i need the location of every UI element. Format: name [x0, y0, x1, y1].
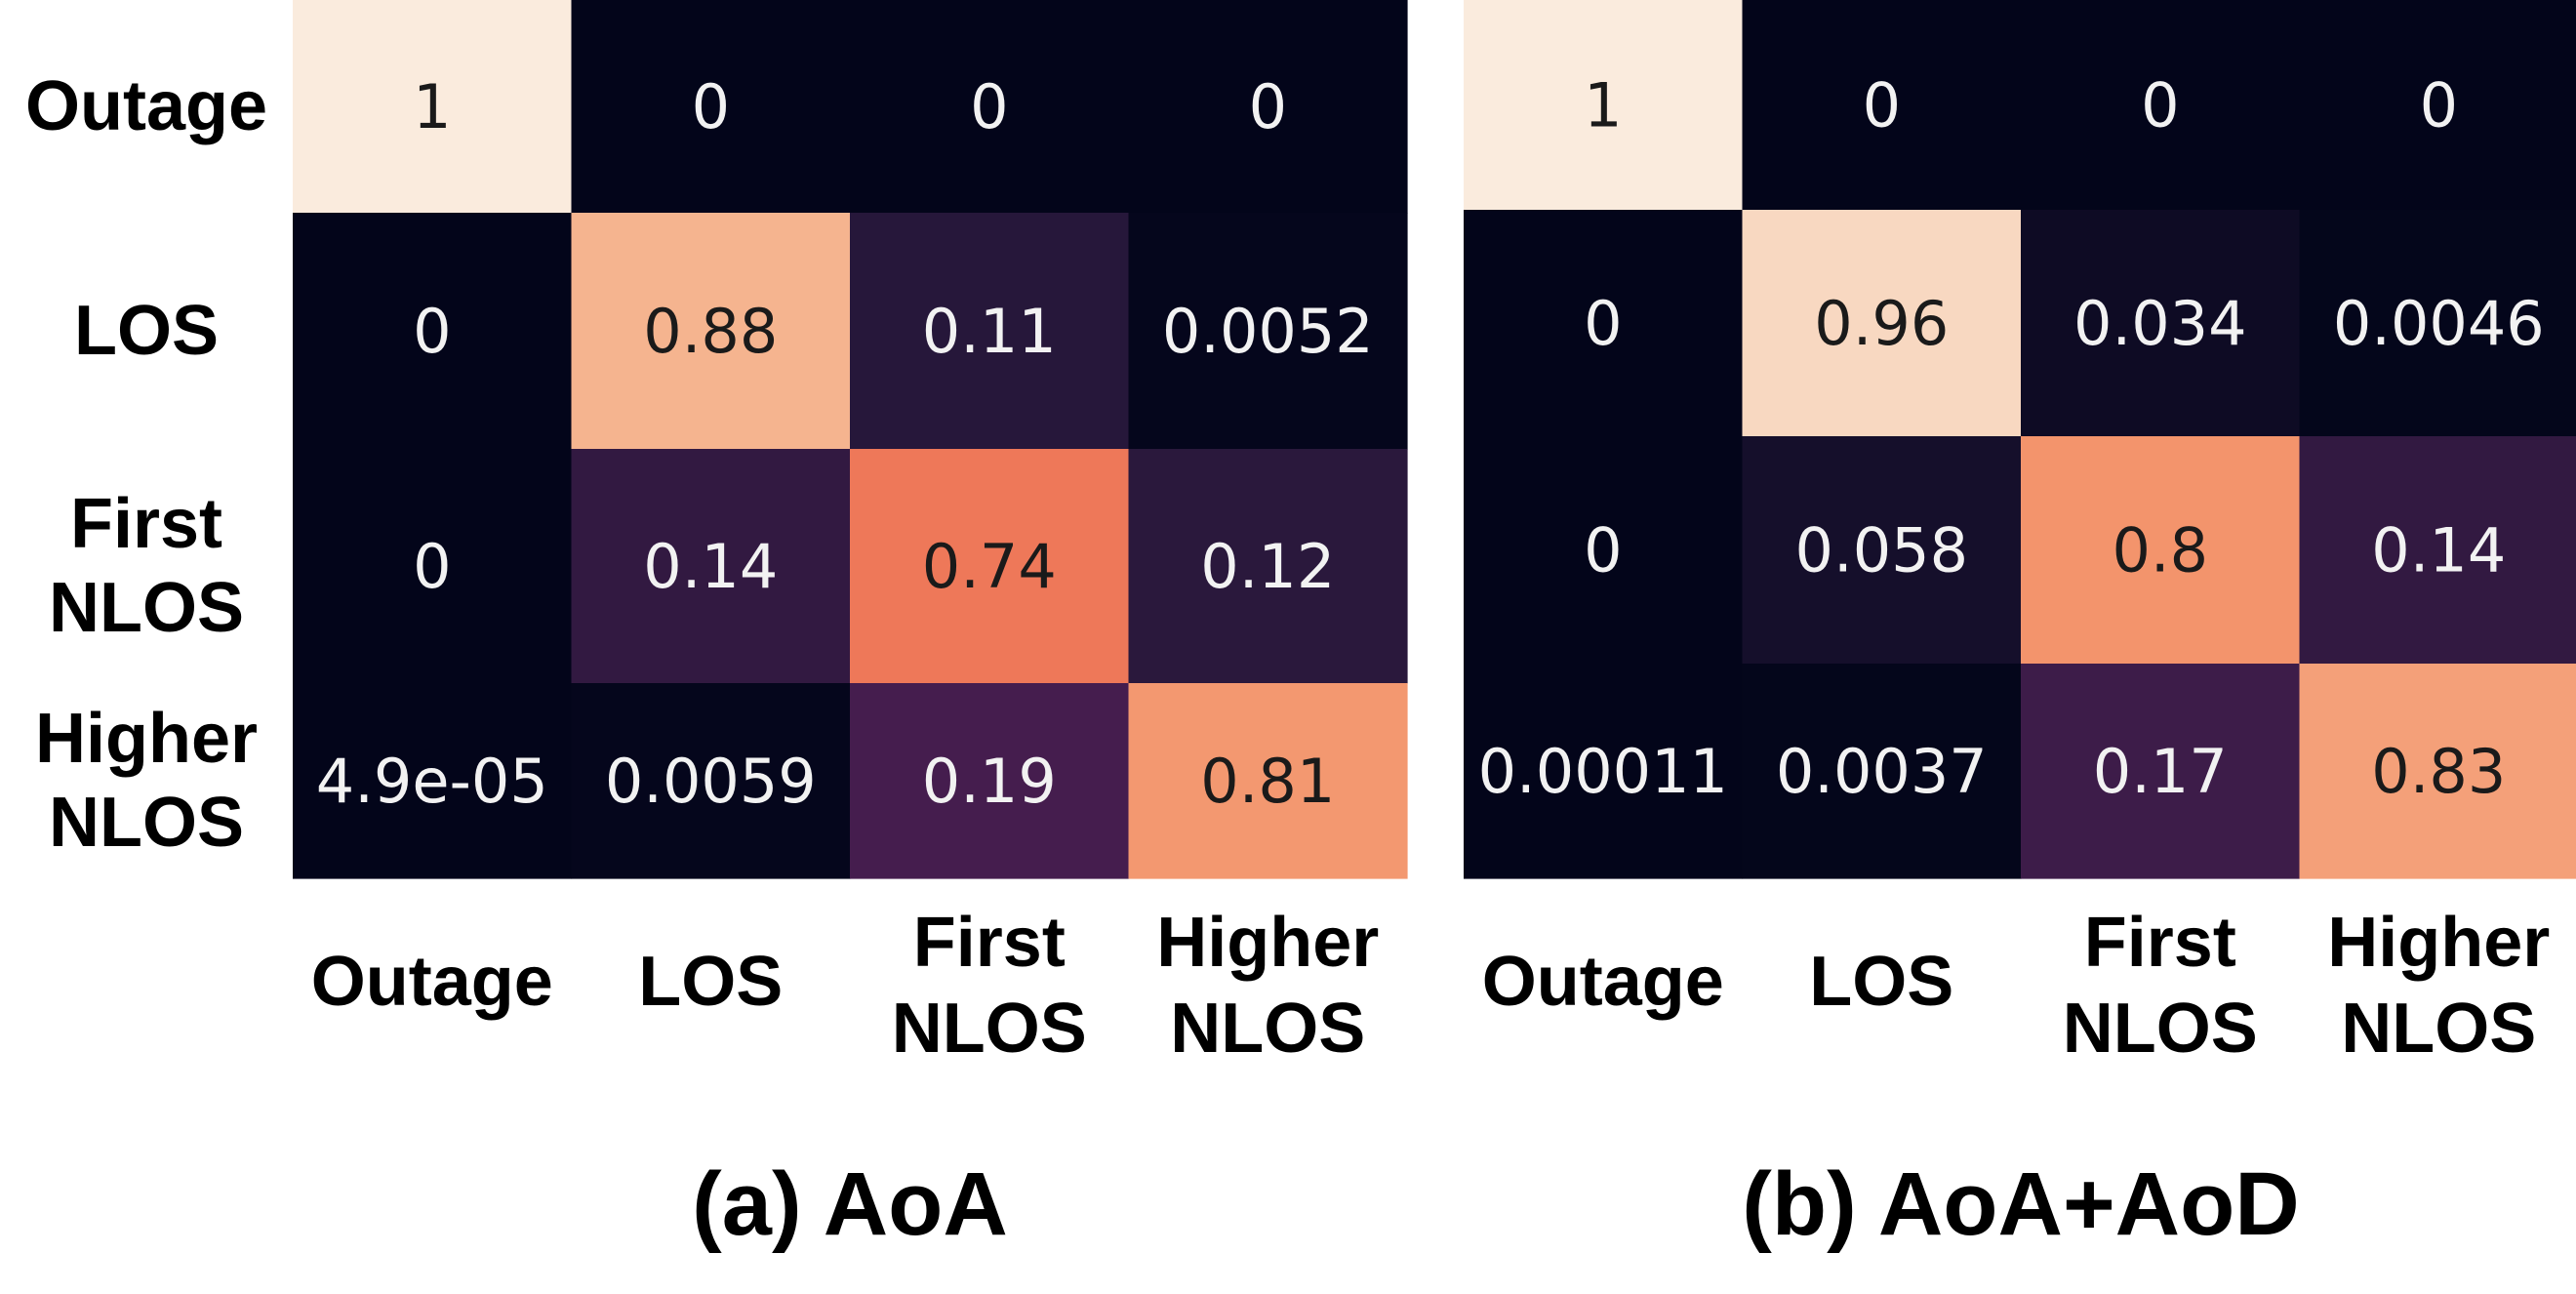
row-label-first-nlos: First: [70, 485, 222, 563]
heatmap-cell-r0-c0: [1464, 0, 1744, 211]
heatmap-cell-r0-c1: [1742, 0, 2022, 211]
panel-caption: (a) AoA: [692, 1154, 1008, 1254]
heatmap-cell-r2-c2: [850, 449, 1130, 684]
heatmap-cell-value: 0.96: [1814, 288, 1949, 359]
heatmap-cell-r1-c3: [2299, 210, 2576, 437]
heatmap-cell-r3-c2: [850, 683, 1130, 879]
heatmap-cell-r1-c3: [1128, 213, 1408, 450]
heatmap-cell-value: 1: [1584, 70, 1622, 142]
heatmap-cell-value: 0: [1584, 515, 1622, 586]
heatmap-cell-value: 0.14: [643, 531, 778, 602]
column-label-first-nlos: NLOS: [2063, 990, 2258, 1068]
column-label-first-nlos: First: [2084, 904, 2236, 982]
heatmap-cell-value: 0.058: [1795, 515, 1969, 586]
heatmap-cell-r2-c1: [1742, 436, 2022, 665]
column-label-los: LOS: [1809, 943, 1953, 1021]
heatmap-cell-r3-c0: [1464, 664, 1744, 879]
row-label-outage: Outage: [25, 67, 267, 145]
heatmap-cell-value: 0.11: [922, 296, 1057, 367]
row-label-los: LOS: [74, 292, 219, 370]
heatmap-cell-r2-c0: [1464, 436, 1744, 665]
row-label-higher-nlos: Higher: [35, 700, 258, 778]
heatmap-cell-r1-c0: [1464, 210, 1744, 437]
heatmap-cell-value: 0: [2420, 70, 2458, 142]
heatmap-cell-r2-c0: [293, 449, 573, 684]
heatmap-cell-r2-c3: [2299, 436, 2576, 665]
heatmap-cell-r1-c1: [571, 213, 851, 450]
heatmap-cell-r2-c1: [571, 449, 851, 684]
column-label-outage: Outage: [311, 943, 553, 1021]
heatmap-cell-value: 0.74: [922, 531, 1057, 602]
heatmap-cell-value: 0.12: [1200, 531, 1335, 602]
heatmap-cell-r0-c3: [2299, 0, 2576, 211]
heatmap-cell-r3-c3: [1128, 683, 1408, 879]
heatmap-cell-r3-c0: [293, 683, 573, 879]
heatmap-cell-r3-c1: [1742, 664, 2022, 879]
heatmap-cell-r1-c1: [1742, 210, 2022, 437]
heatmap-cell-value: 0: [1249, 71, 1287, 142]
column-label-higher-nlos: NLOS: [2341, 990, 2536, 1068]
column-label-higher-nlos: Higher: [1156, 904, 1379, 982]
heatmap-cell-value: 0.8: [2112, 515, 2208, 586]
column-label-higher-nlos: NLOS: [1170, 990, 1365, 1068]
column-label-outage: Outage: [1482, 943, 1724, 1021]
heatmap-cell-value: 0.0052: [1162, 296, 1374, 367]
heatmap-cell-value: 0.00011: [1478, 736, 1728, 807]
column-label-higher-nlos: Higher: [2327, 904, 2550, 982]
heatmap-cell-r0-c2: [850, 0, 1130, 214]
heatmap-cell-value: 0: [1863, 70, 1901, 142]
heatmap-cell-value: 0.0059: [605, 746, 817, 817]
heatmap-cell-r0-c2: [2021, 0, 2301, 211]
heatmap-cell-value: 0: [2141, 70, 2179, 142]
heatmap-cell-value: 0.034: [2073, 288, 2247, 359]
heatmap-cell-r2-c2: [2021, 436, 2301, 665]
heatmap-cell-value: 0: [970, 71, 1008, 142]
panel-caption: (b) AoA+AoD: [1742, 1154, 2300, 1254]
heatmap-cell-value: 0.19: [922, 746, 1057, 817]
column-label-first-nlos: First: [913, 904, 1066, 982]
heatmap-panel-aoa: 1 0 0 0 0 0.88 0.11 0.0052 0 0.14 0.74 0.12 4.9e-05 0…: [25, 0, 1408, 1254]
heatmap-cell-r0-c3: [1128, 0, 1408, 214]
heatmap-cell-value: 4.9e-05: [316, 746, 548, 817]
heatmap-cell-value: 0.81: [1200, 746, 1335, 817]
heatmap-cell-r3-c3: [2299, 664, 2576, 879]
heatmap-cell-r1-c2: [850, 213, 1130, 450]
heatmap-cell-r3-c2: [2021, 664, 2301, 879]
heatmap-cell-r1-c2: [2021, 210, 2301, 437]
heatmap-cell-value: 0.83: [2371, 736, 2506, 807]
column-label-los: LOS: [638, 943, 783, 1021]
heatmap-cell-value: 0.14: [2371, 515, 2506, 586]
heatmap-cell-value: 0: [1584, 288, 1622, 359]
heatmap-cell-value: 0: [413, 531, 451, 602]
heatmap-cell-value: 0.17: [2093, 736, 2228, 807]
heatmap-cell-value: 0.0046: [2333, 288, 2545, 359]
heatmap-panel-aoa-aod: 1 0 0 0 0 0.96 0.034 0.0046 0 0.058 0.8 0.14 0.00011…: [1464, 0, 2576, 1254]
heatmap-cell-r1-c0: [293, 213, 573, 450]
heatmap-cell-value: 1: [413, 71, 451, 142]
heatmap-cell-r0-c1: [571, 0, 851, 214]
heatmap-cell-value: 0.88: [643, 296, 778, 367]
heatmap-cell-r3-c1: [571, 683, 851, 879]
heatmap-cell-r0-c0: [293, 0, 573, 214]
column-label-first-nlos: NLOS: [892, 990, 1087, 1068]
row-label-higher-nlos: NLOS: [49, 784, 244, 862]
row-label-first-nlos: NLOS: [49, 569, 244, 647]
heatmap-cell-value: 0: [692, 71, 730, 142]
heatmap-cell-value: 0: [413, 296, 451, 367]
heatmap-cell-r2-c3: [1128, 449, 1408, 684]
heatmap-cell-value: 0.0037: [1776, 736, 1988, 807]
